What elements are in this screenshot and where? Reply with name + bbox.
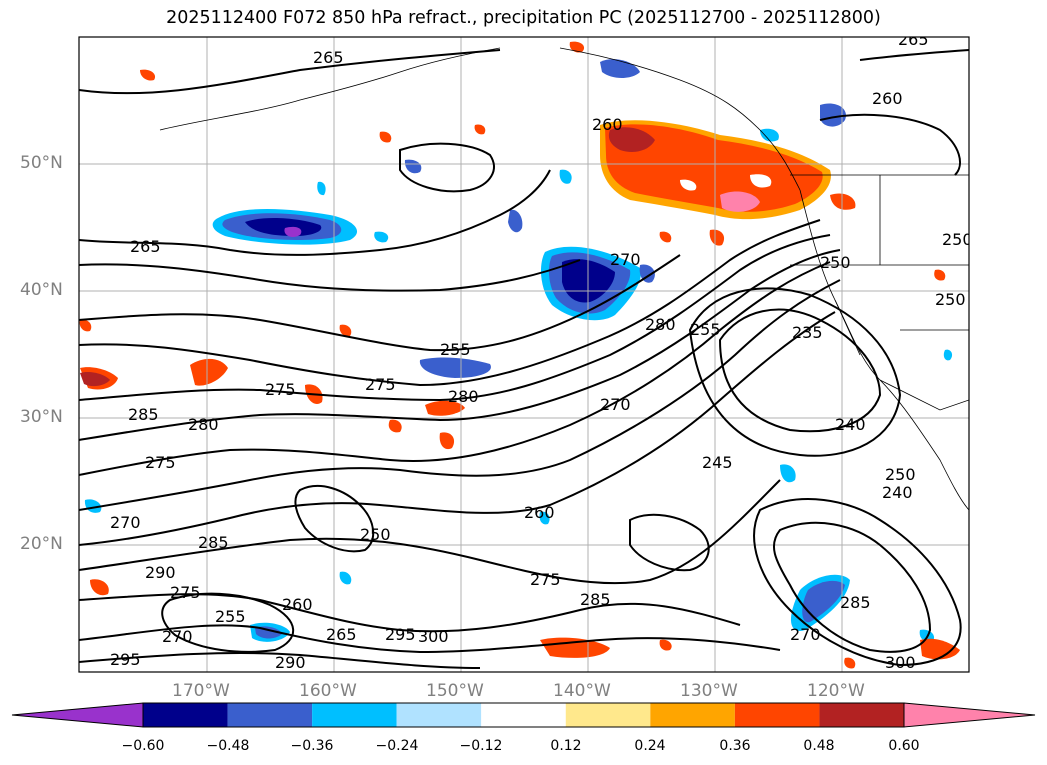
- contour-label: 235: [792, 323, 823, 342]
- contour-label: 260: [282, 595, 313, 614]
- contour-label: 250: [885, 465, 916, 484]
- colorbar-tick: 0.36: [719, 738, 751, 754]
- colorbar-swatch: [312, 703, 397, 727]
- colorbar-outline: [142, 702, 905, 728]
- contour-label: 265: [313, 48, 344, 67]
- lat-label: 30°N: [20, 407, 63, 427]
- contour-label: 275: [530, 570, 561, 589]
- contour-label: 285: [840, 593, 871, 612]
- contour-label: 270: [162, 627, 193, 646]
- graticule: [79, 37, 969, 672]
- colorbar-tick: −0.24: [375, 738, 419, 754]
- lon-label: 130°W: [680, 681, 738, 701]
- contour-label: 280: [448, 387, 479, 406]
- contour-label: 280: [645, 315, 676, 334]
- colorbar-swatch: [565, 703, 651, 727]
- colorbar-swatch: [143, 703, 228, 727]
- colorbar-tick: −0.60: [121, 738, 165, 754]
- contour-label: 245: [702, 453, 733, 472]
- contour-label: 255: [215, 607, 246, 626]
- contour-label: 250: [820, 253, 851, 272]
- contour-label: 250: [360, 525, 391, 544]
- colorbar: [11, 702, 1036, 728]
- colorbar-tick: 0.24: [634, 738, 666, 754]
- colorbar-swatch: [734, 703, 820, 727]
- colorbar-tick: 0.48: [803, 738, 835, 754]
- map-title: 2025112400 F072 850 hPa refract., precip…: [166, 8, 881, 28]
- colorbar-extend-high: [903, 702, 1036, 728]
- refractivity-contours: [79, 49, 969, 669]
- map-area: [79, 37, 969, 672]
- colorbar-tick: 0.60: [888, 738, 920, 754]
- contour-label: 285: [128, 405, 159, 424]
- contour-label: 260: [592, 115, 623, 134]
- contour-label: 275: [265, 380, 296, 399]
- contour-label: 265: [898, 30, 929, 49]
- contour-label: 255: [690, 320, 721, 339]
- colorbar-swatch: [396, 703, 482, 727]
- contour-label: 255: [440, 340, 471, 359]
- colorbar-tick: 0.12: [550, 738, 582, 754]
- contour-label: 295: [385, 625, 416, 644]
- contour-label: 270: [790, 625, 821, 644]
- contour-label: 265: [326, 625, 357, 644]
- lat-label: 40°N: [20, 280, 63, 300]
- contour-label: 270: [610, 250, 641, 269]
- contour-label: 270: [600, 395, 631, 414]
- colorbar-tick: −0.12: [459, 738, 503, 754]
- colorbar-tick: −0.36: [290, 738, 334, 754]
- contour-label: 275: [365, 375, 396, 394]
- contour-label: 260: [872, 89, 903, 108]
- contour-label: 300: [885, 653, 916, 672]
- contour-label: 240: [835, 415, 866, 434]
- lon-label: 120°W: [807, 681, 865, 701]
- lat-label: 50°N: [20, 153, 63, 173]
- contour-label: 285: [580, 590, 611, 609]
- colorbar-swatch: [819, 703, 904, 727]
- map-border: [78, 36, 970, 673]
- contour-label: 275: [145, 453, 176, 472]
- contour-label: 265: [130, 237, 161, 256]
- contour-label: 250: [935, 290, 966, 309]
- colorbar-tick: −0.48: [206, 738, 250, 754]
- contour-label: 260: [524, 503, 555, 522]
- lon-label: 140°W: [553, 681, 611, 701]
- lon-label: 160°W: [299, 681, 357, 701]
- contour-label: 295: [110, 650, 141, 669]
- contour-label: 300: [418, 627, 449, 646]
- colorbar-swatch: [650, 703, 735, 727]
- contour-label: 270: [110, 513, 141, 532]
- contour-label: 280: [188, 415, 219, 434]
- contour-label: 250: [942, 230, 973, 249]
- contour-labels: 265 265 260 260 265 270 250 255 255 275 …: [110, 30, 973, 672]
- lat-label: 20°N: [20, 534, 63, 554]
- contour-label: 290: [145, 563, 176, 582]
- contour-label: 240: [882, 483, 913, 502]
- lon-label: 150°W: [426, 681, 484, 701]
- negative-precip-areas: [84, 59, 953, 643]
- lon-label: 170°W: [172, 681, 230, 701]
- contour-label: 285: [198, 533, 229, 552]
- contour-label: 290: [275, 653, 306, 672]
- colorbar-extend-low: [11, 702, 144, 728]
- contour-label: 275: [170, 583, 201, 602]
- colorbar-swatch: [227, 703, 313, 727]
- colorbar-swatch: [481, 703, 566, 727]
